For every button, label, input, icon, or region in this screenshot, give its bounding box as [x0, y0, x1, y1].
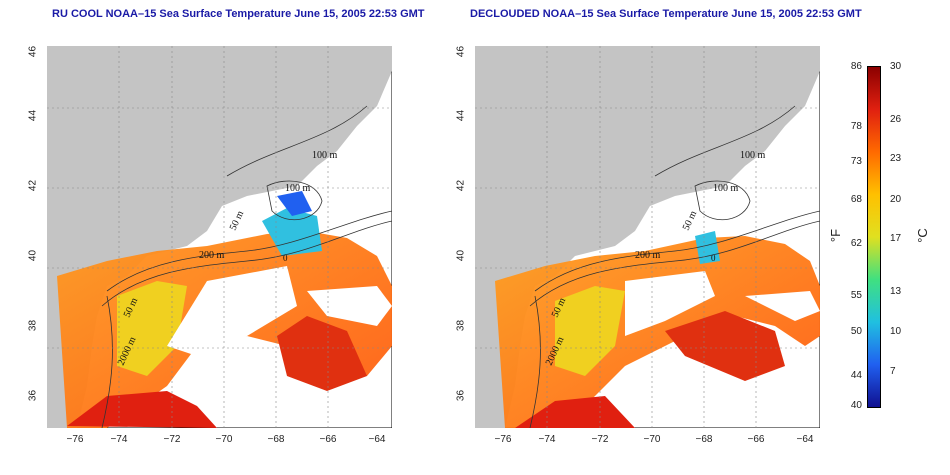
x-tick: −70 [215, 434, 233, 445]
y-tick: 46 [27, 45, 39, 58]
right-panel-title: DECLOUDED NOAA–15 Sea Surface Temperatur… [470, 8, 862, 20]
contour-georges-bank [694, 180, 751, 220]
y-tick: 38 [27, 319, 39, 332]
x-tick: −64 [796, 434, 814, 445]
y-tick: 42 [455, 179, 467, 192]
colorbar-f-tick: 78 [850, 121, 862, 132]
cool-shelf-water [117, 281, 187, 376]
contour-100m [226, 105, 368, 177]
sst-map-ru-cool: 100 m 100 m 50 m 200 m 50 m 2000 m 0 −76… [28, 46, 392, 445]
y-tick: 38 [455, 319, 467, 332]
y-tick: 36 [27, 389, 39, 402]
contour-shelf-edge [529, 295, 541, 428]
colorbar-c-unit: °C [914, 228, 930, 243]
colorbar-f-tick: 68 [850, 194, 862, 205]
contour-200m [534, 210, 820, 292]
y-tick: 42 [27, 179, 39, 192]
contour-label-100m-bank: 100 m [285, 183, 311, 194]
x-tick: −74 [110, 434, 128, 445]
colorbar-c-tick: 30 [890, 61, 902, 72]
y-tick: 40 [27, 249, 39, 262]
colorbar-c-tick: 26 [890, 114, 902, 125]
colorbar-f-tick: 44 [850, 370, 862, 381]
contour-label-0: 0 [711, 253, 716, 263]
land-mass [47, 46, 392, 428]
colorbar-c-tick: 7 [890, 366, 896, 377]
x-tick: −64 [368, 434, 386, 445]
x-tick: −68 [695, 434, 713, 445]
cloud-mask [167, 266, 297, 356]
cloud-mask [745, 291, 820, 321]
coldest-sst-patch [277, 191, 312, 216]
x-tick: −72 [163, 434, 181, 445]
contour-georges-bank [266, 180, 323, 220]
colorbar-f-unit: °F [828, 228, 844, 243]
colorbar-f-tick: 50 [850, 326, 862, 337]
x-tick: −66 [319, 434, 337, 445]
contour-2000m [529, 220, 820, 307]
y-tick: 44 [27, 109, 39, 122]
contour-label-200m: 200 m [199, 250, 225, 261]
contour-100m [654, 105, 796, 177]
hot-sst-eddy [277, 316, 367, 391]
lat-lon-grid [47, 46, 392, 428]
x-tick: −76 [66, 434, 84, 445]
contour-200m [106, 210, 392, 292]
colorbar-c-tick: 10 [890, 326, 902, 337]
y-tick: 44 [455, 109, 467, 122]
colorbar-f-tick: 62 [850, 238, 862, 249]
x-tick: −68 [267, 434, 285, 445]
hot-sst-eddy [665, 311, 785, 381]
contour-2000m [101, 220, 392, 307]
y-tick: 40 [455, 249, 467, 262]
map-canvas: 100 m 100 m 50 m 200 m 50 m 2000 m 0 [475, 46, 820, 428]
cold-sst-patch [262, 208, 322, 256]
contour-label-0: 0 [283, 253, 288, 263]
cloud-mask [625, 271, 715, 336]
land-mass [475, 46, 820, 428]
temperature-colorbar [867, 66, 881, 408]
colorbar-f-tick: 73 [850, 156, 862, 167]
contour-label-100m: 100 m [312, 150, 338, 161]
colorbar-c-tick: 20 [890, 194, 902, 205]
left-panel-title: RU COOL NOAA–15 Sea Surface Temperature … [52, 8, 425, 20]
colorbar-c-tick: 23 [890, 153, 902, 164]
cool-shelf-water [555, 286, 625, 376]
contour-shelf-edge [101, 295, 113, 428]
hot-sst-field [515, 396, 635, 428]
lat-lon-grid [475, 46, 820, 428]
cold-sst-patch [695, 231, 720, 264]
x-tick: −66 [747, 434, 765, 445]
map-canvas: 100 m 100 m 50 m 200 m 50 m 2000 m 0 [47, 46, 392, 428]
x-tick: −76 [494, 434, 512, 445]
x-tick: −74 [538, 434, 556, 445]
colorbar-c-tick: 17 [890, 233, 902, 244]
contour-label-100m-bank: 100 m [713, 183, 739, 194]
contour-label-200m: 200 m [635, 250, 661, 261]
y-tick: 46 [455, 45, 467, 58]
colorbar-f-tick: 55 [850, 290, 862, 301]
contour-label-100m: 100 m [740, 150, 766, 161]
colorbar-f-tick: 40 [850, 400, 862, 411]
colorbar-c-tick: 13 [890, 286, 902, 297]
y-tick: 36 [455, 389, 467, 402]
colorbar-f-tick: 86 [850, 61, 862, 72]
x-tick: −72 [591, 434, 609, 445]
warm-sst-field [495, 236, 820, 428]
sst-map-declouded: 100 m 100 m 50 m 200 m 50 m 2000 m 0 −76… [456, 46, 820, 445]
x-tick: −70 [643, 434, 661, 445]
